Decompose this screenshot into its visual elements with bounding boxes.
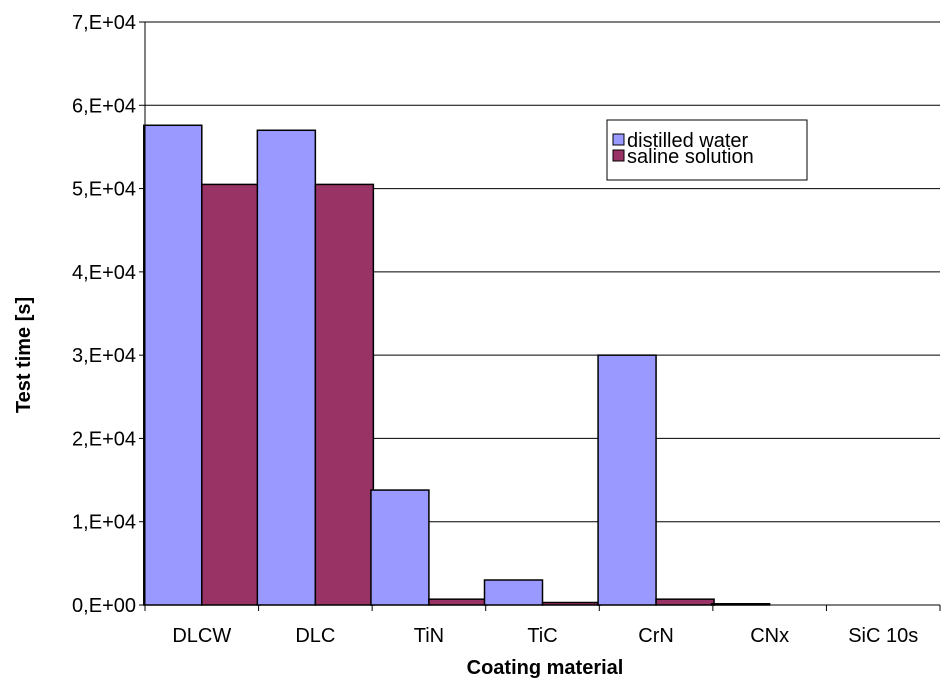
y-axis-title: Test time [s]	[13, 297, 35, 413]
bar-distilled-water-CrN	[597, 354, 657, 606]
x-tick-label: DLCW	[172, 625, 231, 647]
x-tick-label: SiC 10s	[848, 625, 918, 647]
y-tick-label: 1,E+04	[72, 512, 136, 534]
x-tick-label: DLC	[295, 625, 335, 647]
y-tick-label: 4,E+04	[72, 262, 136, 284]
bar-distilled-water-TiC	[483, 579, 544, 606]
legend-box	[606, 119, 808, 181]
axes	[139, 21, 941, 611]
x-axis-title: Coating material	[467, 657, 624, 679]
bar-saline-solution-CrN	[655, 598, 715, 606]
x-tick-label: TiN	[414, 625, 444, 647]
y-tick-label: 5,E+04	[72, 179, 136, 201]
x-tick-label: CNx	[750, 625, 789, 647]
x-tick-label: TiC	[527, 625, 557, 647]
bar-saline-solution-DLCW	[201, 183, 261, 606]
y-tick-label: 0,E+00	[72, 595, 136, 617]
bar-distilled-water-DLCW	[143, 124, 203, 606]
y-tick-label: 3,E+04	[72, 345, 136, 367]
bars	[143, 124, 771, 606]
x-tick-labels: DLCW DLC TiN TiC CrN CNx SiC 10s	[172, 625, 918, 647]
bar-saline-solution-DLC	[314, 183, 375, 606]
y-tick-label: 7,E+04	[72, 12, 136, 34]
y-tick-labels: 0,E+00 1,E+04 2,E+04 3,E+04 4,E+04 5,E+04 6,E+…	[72, 12, 136, 617]
y-tick-label: 6,E+04	[72, 95, 136, 117]
bar-saline-solution-TiN	[428, 598, 488, 606]
legend: distilled water saline solution	[606, 119, 808, 181]
y-tick-label: 2,E+04	[72, 428, 136, 450]
x-tick-label: CrN	[638, 625, 674, 647]
bar-distilled-water-TiN	[370, 489, 430, 606]
legend-swatch-distilled-water	[612, 133, 625, 146]
legend-label-saline-solution: saline solution	[627, 146, 754, 168]
bar-distilled-water-DLC	[256, 129, 317, 606]
legend-swatch-saline-solution	[612, 149, 625, 162]
legend-label-distilled-water: distilled water	[627, 130, 749, 152]
